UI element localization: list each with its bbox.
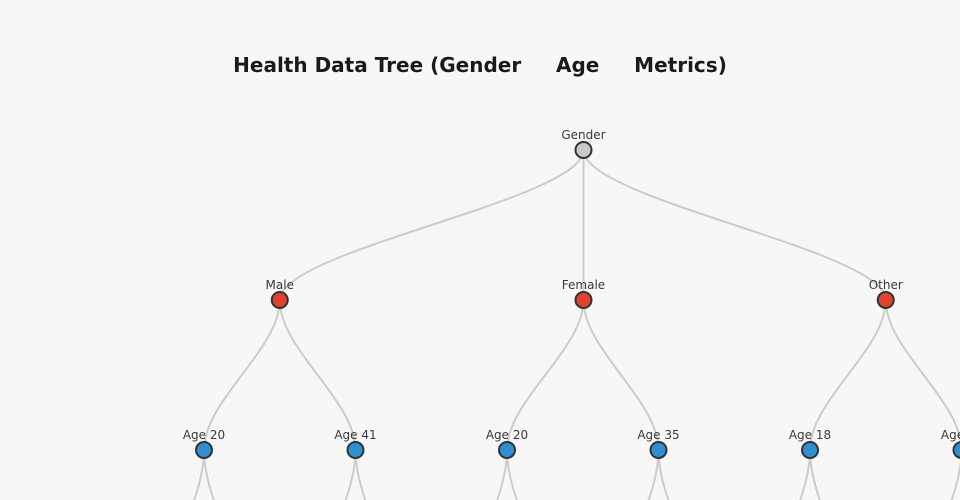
link-other-age-x-metric-left — [950, 459, 960, 500]
link-male-male-age-20 — [203, 299, 281, 451]
tree-node-other-age-x: Age — [941, 428, 960, 459]
link-female-age-20-metric-right — [506, 449, 518, 500]
link-other-other-age-x — [884, 299, 960, 446]
link-other-age-18-metric-right — [809, 449, 821, 500]
node-circle-male — [270, 291, 289, 309]
tree-node-male-age-41: Age 41 — [334, 428, 377, 459]
link-other-other-age-18 — [809, 299, 887, 451]
link-male-age-41-metric-right — [354, 449, 367, 500]
tree-node-root: Gender — [561, 128, 606, 159]
node-label-male-age-20: Age 20 — [183, 428, 225, 442]
node-circle-other-age-x — [952, 441, 960, 459]
tree-node-male-age-20: Age 20 — [183, 428, 225, 459]
tree-node-female-age-20: Age 20 — [486, 428, 528, 459]
link-male-age-20-metric-left — [193, 449, 205, 500]
node-label-other-age-18: Age 18 — [789, 428, 831, 442]
tree-node-female: Female — [562, 278, 605, 309]
node-circle-male-age-41 — [346, 441, 365, 459]
node-label-female: Female — [562, 278, 605, 292]
node-circle-female-age-35 — [649, 441, 668, 459]
link-root-male — [278, 149, 585, 301]
node-circle-male-age-20 — [195, 441, 213, 459]
node-label-male: Male — [266, 278, 294, 292]
links-layer — [193, 149, 960, 500]
node-label-female-age-35: Age 35 — [637, 428, 679, 442]
node-circle-other — [876, 291, 895, 309]
tree-node-male: Male — [266, 278, 294, 309]
link-male-male-age-41 — [278, 299, 357, 451]
tree-node-female-age-35: Age 35 — [637, 428, 680, 459]
link-female-age-20-metric-left — [496, 449, 508, 500]
link-other-age-18-metric-left — [799, 449, 811, 500]
link-root-other — [582, 149, 887, 301]
node-label-male-age-41: Age 41 — [334, 428, 376, 442]
link-female-age-35-metric-left — [647, 449, 660, 500]
link-female-female-age-20 — [506, 299, 585, 451]
node-label-root: Gender — [561, 128, 605, 142]
node-label-female-age-20: Age 20 — [486, 428, 528, 442]
node-label-other: Other — [869, 278, 903, 292]
node-circle-female — [574, 291, 593, 309]
link-female-female-age-35 — [582, 299, 660, 451]
nodes-layer: Gender Male Female Other Age 20 Age 41 Age 20 A… — [183, 128, 960, 459]
chart-title: Health Data Tree (Gender Age Metrics) — [233, 53, 727, 77]
tree-node-other-age-18: Age 18 — [789, 428, 831, 459]
link-female-age-35-metric-right — [657, 449, 670, 500]
link-male-age-20-metric-right — [203, 449, 215, 500]
tree-node-other: Other — [869, 278, 903, 309]
node-circle-female-age-20 — [498, 441, 516, 459]
node-circle-root — [574, 141, 593, 159]
node-circle-other-age-18 — [801, 441, 819, 459]
link-male-age-41-metric-left — [344, 449, 357, 500]
node-label-other-age-x: Age — [941, 428, 960, 442]
